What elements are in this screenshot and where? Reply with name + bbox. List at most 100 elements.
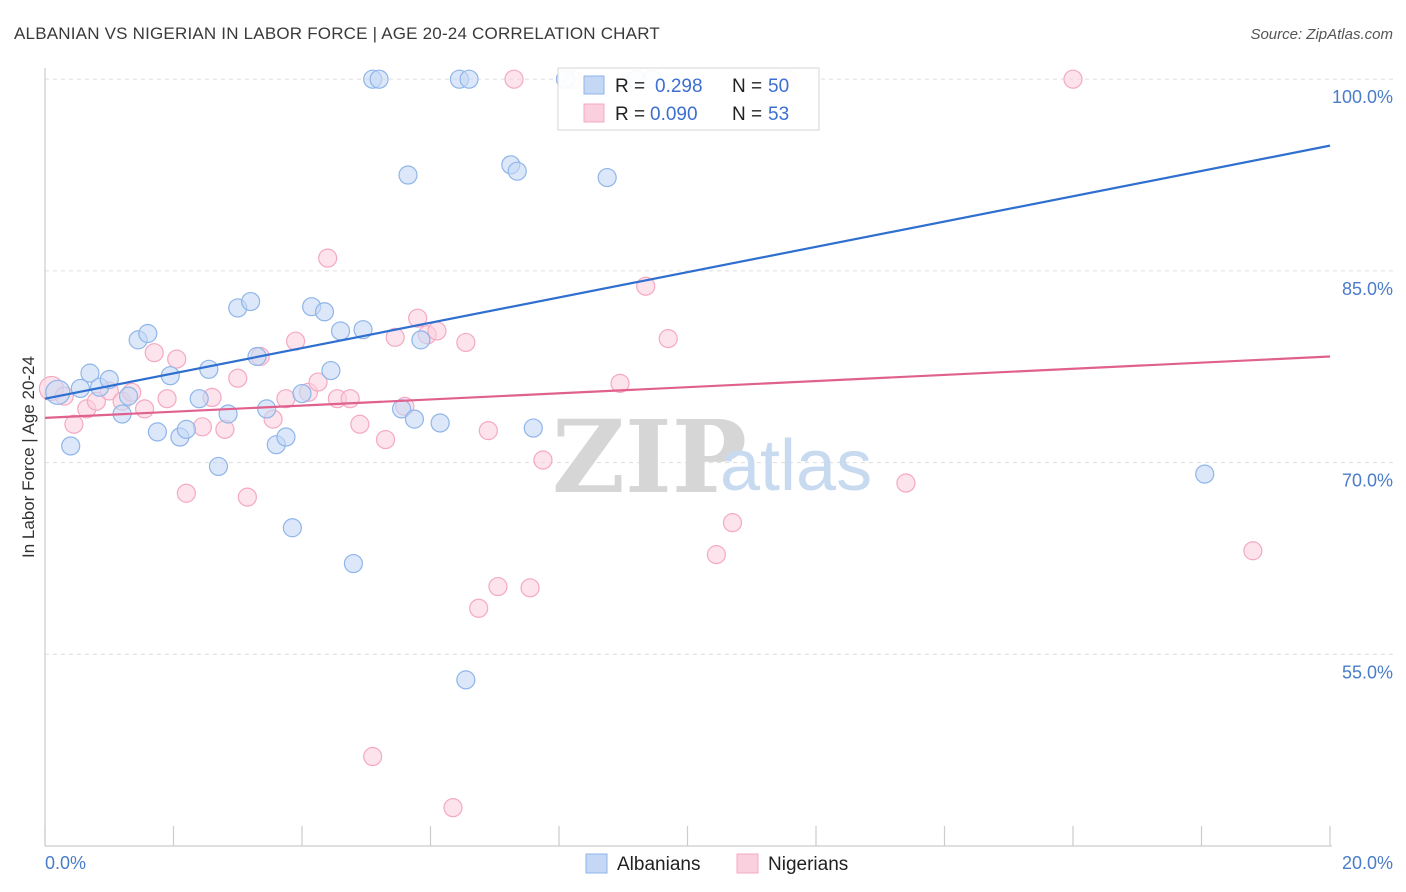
albanian-point [411, 330, 431, 350]
nigerian-point [363, 746, 383, 767]
albanian-point [507, 161, 527, 181]
grid-lines [45, 78, 1393, 655]
albanian-point [430, 413, 450, 433]
albanian-point [61, 436, 81, 456]
x-tick-label-min: 0.0% [45, 853, 86, 873]
nigerian-point [722, 513, 743, 533]
albanian-point [321, 360, 341, 381]
nigerian-point [610, 373, 630, 393]
nigerian-point [308, 372, 328, 392]
y-tick-label: 55.0% [1342, 662, 1393, 682]
nigerian-point [478, 421, 498, 441]
albanian-point [147, 422, 168, 442]
albanian-point [597, 167, 617, 188]
albanian-point [398, 165, 418, 185]
x-tick-marks [44, 826, 1331, 846]
nigerian-point [176, 483, 196, 503]
albanian-point [99, 369, 119, 390]
nigerian-point [706, 545, 727, 565]
nigerian-point [408, 308, 428, 328]
albanian-point [118, 386, 139, 406]
albanian-point [1195, 464, 1215, 484]
nigerian-point [1063, 69, 1083, 89]
watermark: ZIP atlas [552, 398, 872, 516]
nigerian-point [658, 329, 678, 349]
nigerian-point [144, 343, 164, 363]
nigerian-point [456, 332, 476, 353]
albanian-point [45, 379, 71, 405]
albanian-point [523, 418, 543, 438]
nigerian-point [1243, 541, 1263, 561]
y-tick-labels: 100.0% 85.0% 70.0% 55.0% [1332, 87, 1393, 682]
nigerian-point [318, 248, 338, 268]
legend-n-value-nigerians: 53 [768, 104, 789, 125]
nigerian-point [192, 417, 213, 437]
nigerian-point [64, 414, 84, 434]
albanian-point [257, 399, 277, 419]
nigerian-point [504, 69, 524, 89]
albanian-point [138, 323, 158, 344]
nigerian-point [520, 578, 540, 598]
albanian-point [80, 363, 100, 383]
nigerian-point [469, 598, 489, 618]
trend-lines [44, 144, 1331, 419]
nigerian-point [167, 349, 187, 369]
albanian-point [189, 389, 209, 409]
watermark-zip: ZIP [552, 398, 747, 516]
legend-r-label-nigerians: R = [615, 104, 645, 125]
axes [44, 68, 1332, 847]
y-tick-label: 100.0% [1332, 87, 1393, 107]
nigerian-point [375, 429, 396, 450]
legend-r-value-nigerians: 0.090 [650, 104, 698, 125]
nigerians-trend-line [44, 355, 1331, 419]
nigerian-point [134, 399, 155, 419]
bottom-legend-swatch-nigerians [736, 853, 759, 874]
nigerian-point [350, 414, 370, 434]
nigerian-point [340, 389, 360, 409]
albanian-point [404, 409, 425, 429]
nigerian-point [488, 576, 508, 597]
nigerian-point [237, 487, 257, 507]
legend-n-label-albanians: N = [732, 76, 762, 97]
bottom-legend-label-albanians: Albanians [617, 854, 700, 875]
nigerian-point [228, 368, 248, 388]
albanian-point [199, 359, 219, 379]
nigerian-point [896, 473, 916, 493]
x-tick-label-max: 20.0% [1342, 853, 1393, 873]
albanian-point [176, 419, 196, 439]
nigerian-point [443, 798, 463, 818]
legend-r-value-albanians: 0.298 [655, 76, 703, 97]
bottom-legend: Albanians Nigerians [585, 853, 848, 875]
albanian-point [208, 456, 229, 477]
watermark-atlas: atlas [720, 426, 872, 506]
y-axis-label: In Labor Force | Age 20-24 [19, 356, 38, 558]
bottom-legend-swatch-albanians [585, 853, 608, 874]
albanians-points [45, 69, 1215, 690]
albanian-point [456, 670, 476, 690]
legend-r-label-albanians: R = [615, 76, 645, 97]
nigerian-point [157, 389, 177, 409]
legend-n-label-nigerians: N = [732, 104, 762, 125]
chart-title: ALBANIAN VS NIGERIAN IN LABOR FORCE | AG… [14, 24, 660, 43]
albanian-point [330, 321, 351, 341]
nigerian-point [427, 321, 447, 341]
albanian-point [282, 518, 302, 538]
legend-n-value-albanians: 50 [768, 76, 789, 97]
legend-box: R = 0.298 N = 50 R = 0.090 N = 53 [557, 67, 820, 131]
albanian-point [276, 427, 296, 447]
albanian-point [292, 383, 312, 404]
albanian-point [369, 69, 389, 89]
nigerian-point [533, 450, 553, 470]
legend-swatch-albanians [583, 75, 605, 95]
albanian-point [70, 378, 90, 399]
bottom-legend-label-nigerians: Nigerians [768, 854, 848, 875]
albanian-point [343, 553, 363, 574]
y-tick-label: 85.0% [1342, 279, 1393, 299]
nigerian-point [385, 327, 405, 347]
y-tick-label: 70.0% [1342, 471, 1393, 491]
albanian-point [314, 302, 335, 322]
albanian-point [459, 69, 479, 89]
chart-source: Source: ZipAtlas.com [1250, 26, 1393, 43]
legend-swatch-nigerians [583, 103, 605, 123]
